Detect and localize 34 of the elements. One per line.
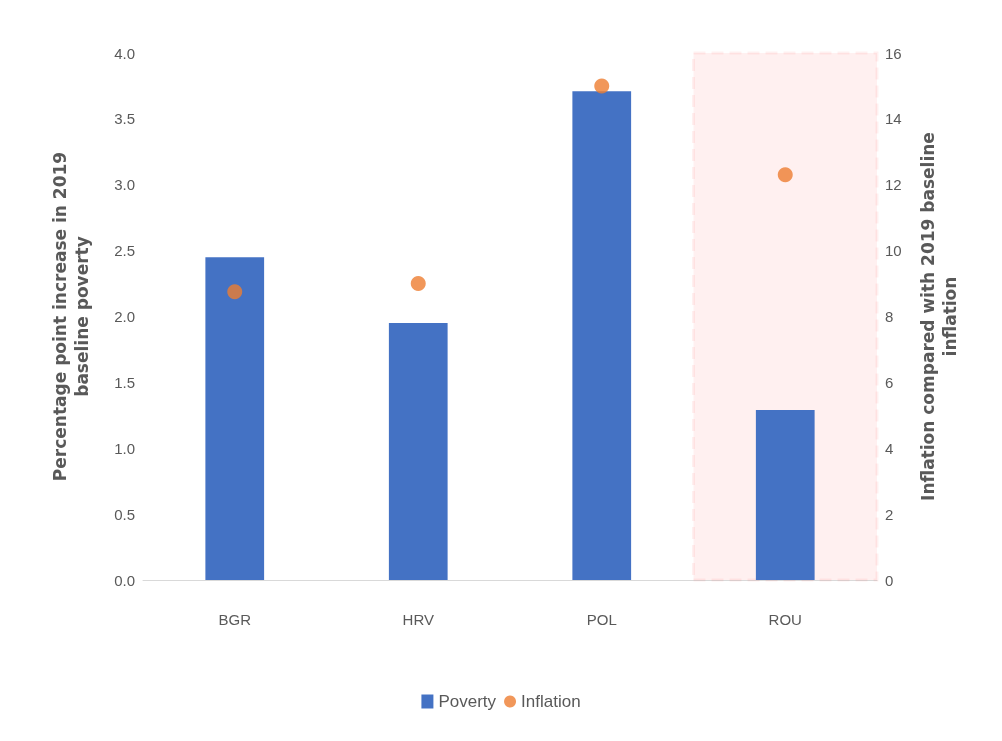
y-tick-label: 4.0 [114,44,135,62]
y-tick-label: 3.0 [114,176,135,194]
x-tick-label: BGR [218,611,252,628]
y2-tick-label: 4 [885,439,894,457]
y-tick-label: 2.0 [114,308,135,325]
y2-axis-title: Inflation compared with 2019 baseline inflation [918,132,960,501]
bar [205,257,265,580]
y-axis-title: Percentage point increase in 2019 baseline poverty [50,151,92,482]
y-tick-label: 0.5 [114,505,135,523]
legend-label: Poverty [438,692,497,711]
legend-label: Inflation [521,692,581,711]
y2-tick-label: 14 [885,110,902,128]
y-tick-label: 1.0 [114,439,135,457]
y2-tick-label: 2 [885,505,894,523]
y2-tick-label: 16 [885,44,902,62]
y-tick-label: 2.5 [114,242,135,260]
y2-tick-label: 10 [885,242,902,260]
point [410,276,426,292]
x-tick-label: ROU [768,611,802,628]
y2-tick-label: 0 [885,571,894,589]
point [227,284,243,300]
bar [755,410,815,580]
bar [572,91,632,580]
x-tick-label: HRV [402,611,434,628]
y-tick-label: 1.5 [114,373,135,391]
y-tick-label: 3.5 [114,110,135,128]
y2-tick-label: 12 [885,176,902,194]
x-tick-label: POL [586,611,617,628]
y2-tick-label: 8 [885,308,894,325]
bar [388,323,448,580]
y2-tick-label: 6 [885,373,894,391]
y-tick-label: 0.0 [114,571,135,589]
point [594,78,610,94]
point [777,167,793,183]
